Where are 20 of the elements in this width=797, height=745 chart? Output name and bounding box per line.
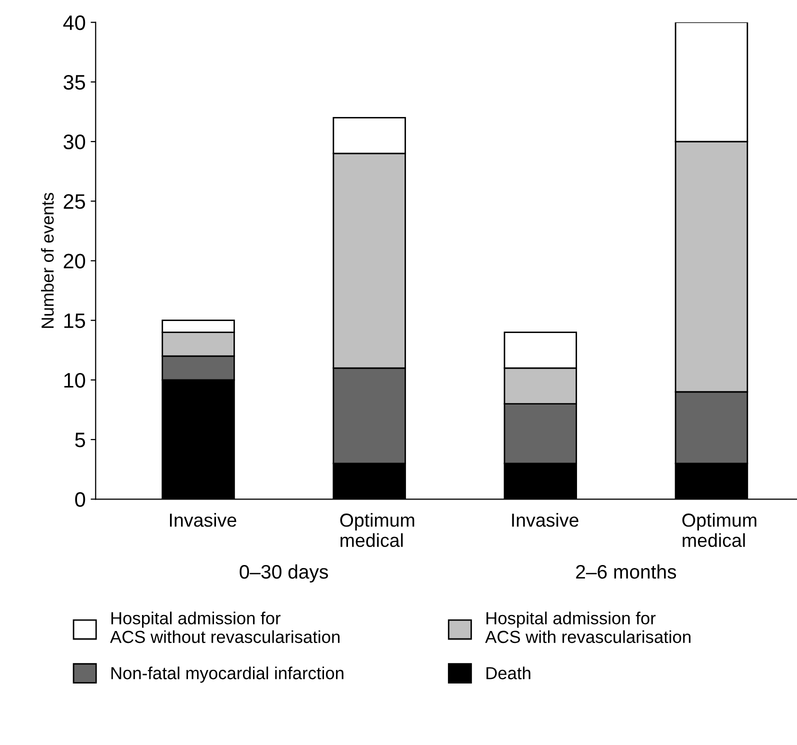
legend-label: Death [486,666,530,680]
y-tick-label: 35 [64,74,86,90]
y-tick-label: 30 [64,134,86,150]
x-tick-label: Optimum medical [682,513,756,548]
y-tick-label: 10 [64,372,86,388]
legend-label: Non-fatal myocardial infarction [111,666,344,683]
x-tick-label: Invasive [170,513,236,527]
y-tick-label: 5 [75,432,86,448]
y-tick-label: 25 [64,194,86,209]
y-tick-label: 15 [64,314,86,328]
text: 2–6 months [576,564,676,579]
legend-label: Hospital admission for ACS without revascularisation [110,612,340,644]
y-axis-title: Number of events [41,192,54,328]
y-tick-label: 40 [63,15,86,30]
x-tick-label: Invasive [512,513,578,527]
legend-label: Hospital admission for ACS with revascularisation [485,612,690,644]
x-tick-label: Optimum medical [340,513,414,548]
text: 0–30 days [240,564,328,583]
y-tick-label: 20 [64,254,86,269]
y-tick-label: 0 [75,492,86,507]
